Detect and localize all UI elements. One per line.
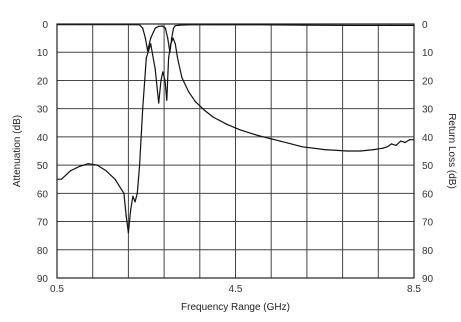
attenuation-curve-point [160,79,162,81]
y-tick-label-right: 0 [422,20,428,31]
return-loss-curve-point [346,24,348,26]
attenuation-curve-point [168,57,170,59]
attenuation-curve-point [132,195,134,197]
return-loss-curve-point [179,24,181,26]
y-tick-label-right: 60 [422,189,434,200]
attenuation-curve-point [373,149,375,151]
return-loss-curve-point [142,27,144,29]
return-loss-curve-point [172,27,175,29]
y-tick-label-left: 80 [37,246,49,257]
y-tick-label-right: 20 [422,76,434,87]
return-loss-curve-point [174,25,176,27]
attenuation-curve-point [408,139,411,141]
return-loss-curve-point [167,37,169,39]
return-loss-curve-point [161,25,163,27]
attenuation-curve-point [142,108,144,110]
return-loss-curve-point [154,27,156,29]
attenuation-curve-point [69,170,71,172]
y-tick-label-left: 50 [37,161,49,172]
attenuation-curve-point [60,178,63,180]
attenuation-curve-point [154,68,156,70]
return-loss-curve-point [147,50,149,52]
plot-frame [56,23,415,279]
y-tick-label-right: 50 [422,161,434,172]
attenuation-curve-point [123,192,125,194]
y-tick-label-left: 90 [37,274,49,285]
attenuation-curve-point [136,192,138,194]
return-loss-curve-point [158,25,160,27]
x-tick-label: 4.5 [229,284,243,295]
attenuation-curve-point [181,77,183,79]
attenuation-curve-point [105,170,107,172]
attenuation-curve-point [212,116,214,118]
grid [57,23,414,279]
attenuation-curve-point [346,150,348,152]
attenuation-curve-point [404,141,406,144]
y-tick-label-right: 10 [422,48,434,59]
attenuation-curve-point [96,164,98,166]
y-axis-label-left: Attenuation (dB) [12,115,23,187]
attenuation-curve-point [127,232,129,234]
attenuation-curve-point [125,215,127,217]
attenuation-curve-point [172,37,174,39]
attenuation-curve-point [150,43,152,45]
attenuation-curve-point [382,147,384,149]
series-group [56,24,415,234]
y-tick-label-right: 30 [422,105,434,116]
attenuation-curve-point [194,101,196,103]
attenuation-curve-point [391,143,393,145]
attenuation-curve-point [226,123,228,125]
x-axis-label: Frequency Range (GHz) [181,302,290,313]
y-tick-label-left: 30 [37,105,49,116]
attenuation-curve-point [239,129,241,131]
attenuation-curve-point [279,140,281,142]
y-tick-label-right: 70 [422,218,434,229]
return-loss-curve-point [150,37,152,39]
attenuation-curve-point [87,163,89,165]
attenuation-curve-point [130,209,132,211]
attenuation-curve-point [188,91,190,93]
return-loss-curve-point [391,24,393,26]
return-loss-curve-point [301,24,303,26]
attenuation-curve-point [158,102,160,104]
x-tick-label: 8.5 [407,284,421,295]
y-tick-label-left: 70 [37,218,49,229]
attenuation-curve-point [400,140,402,142]
attenuation-curve-point [176,57,179,59]
y-tick-label-right: 40 [422,133,434,144]
y-axis-label-right: Return Loss (dB) [446,113,457,189]
y-tick-label-left: 60 [37,189,49,200]
return-loss-curve-point [164,27,166,29]
attenuation-curve-point [301,146,303,148]
y-tick-label-left: 20 [37,76,49,87]
y-tick-label-left: 10 [37,48,49,59]
y-tick-label-right: 90 [422,274,434,285]
attenuation-curve-point [145,57,147,59]
attenuation-curve-point [359,150,361,152]
attenuation-curve-point [162,71,164,73]
attenuation-curve-point [386,146,388,148]
attenuation-curve-point [203,109,205,111]
y-tick-label-left: 0 [42,20,48,31]
attenuation-curve-point [174,43,176,45]
attenuation-curve-point [257,134,259,137]
return-loss-curve-point [171,37,173,39]
attenuation-curve-point [395,144,397,146]
x-tick-label: 0.5 [50,284,64,295]
attenuation-curve-point [78,165,80,168]
attenuation-curve-point [164,79,166,81]
attenuation-curve-point [324,149,326,151]
attenuation-curve-point [139,164,141,166]
attenuation-curve-point [114,178,116,180]
attenuation-curve-point [166,99,168,101]
return-loss-curve-point [144,37,146,39]
y-tick-label-right: 80 [422,246,434,257]
attenuation-curve-point [134,201,136,203]
y-tick-label-left: 40 [37,133,49,144]
return-loss-curve-point [169,51,171,53]
